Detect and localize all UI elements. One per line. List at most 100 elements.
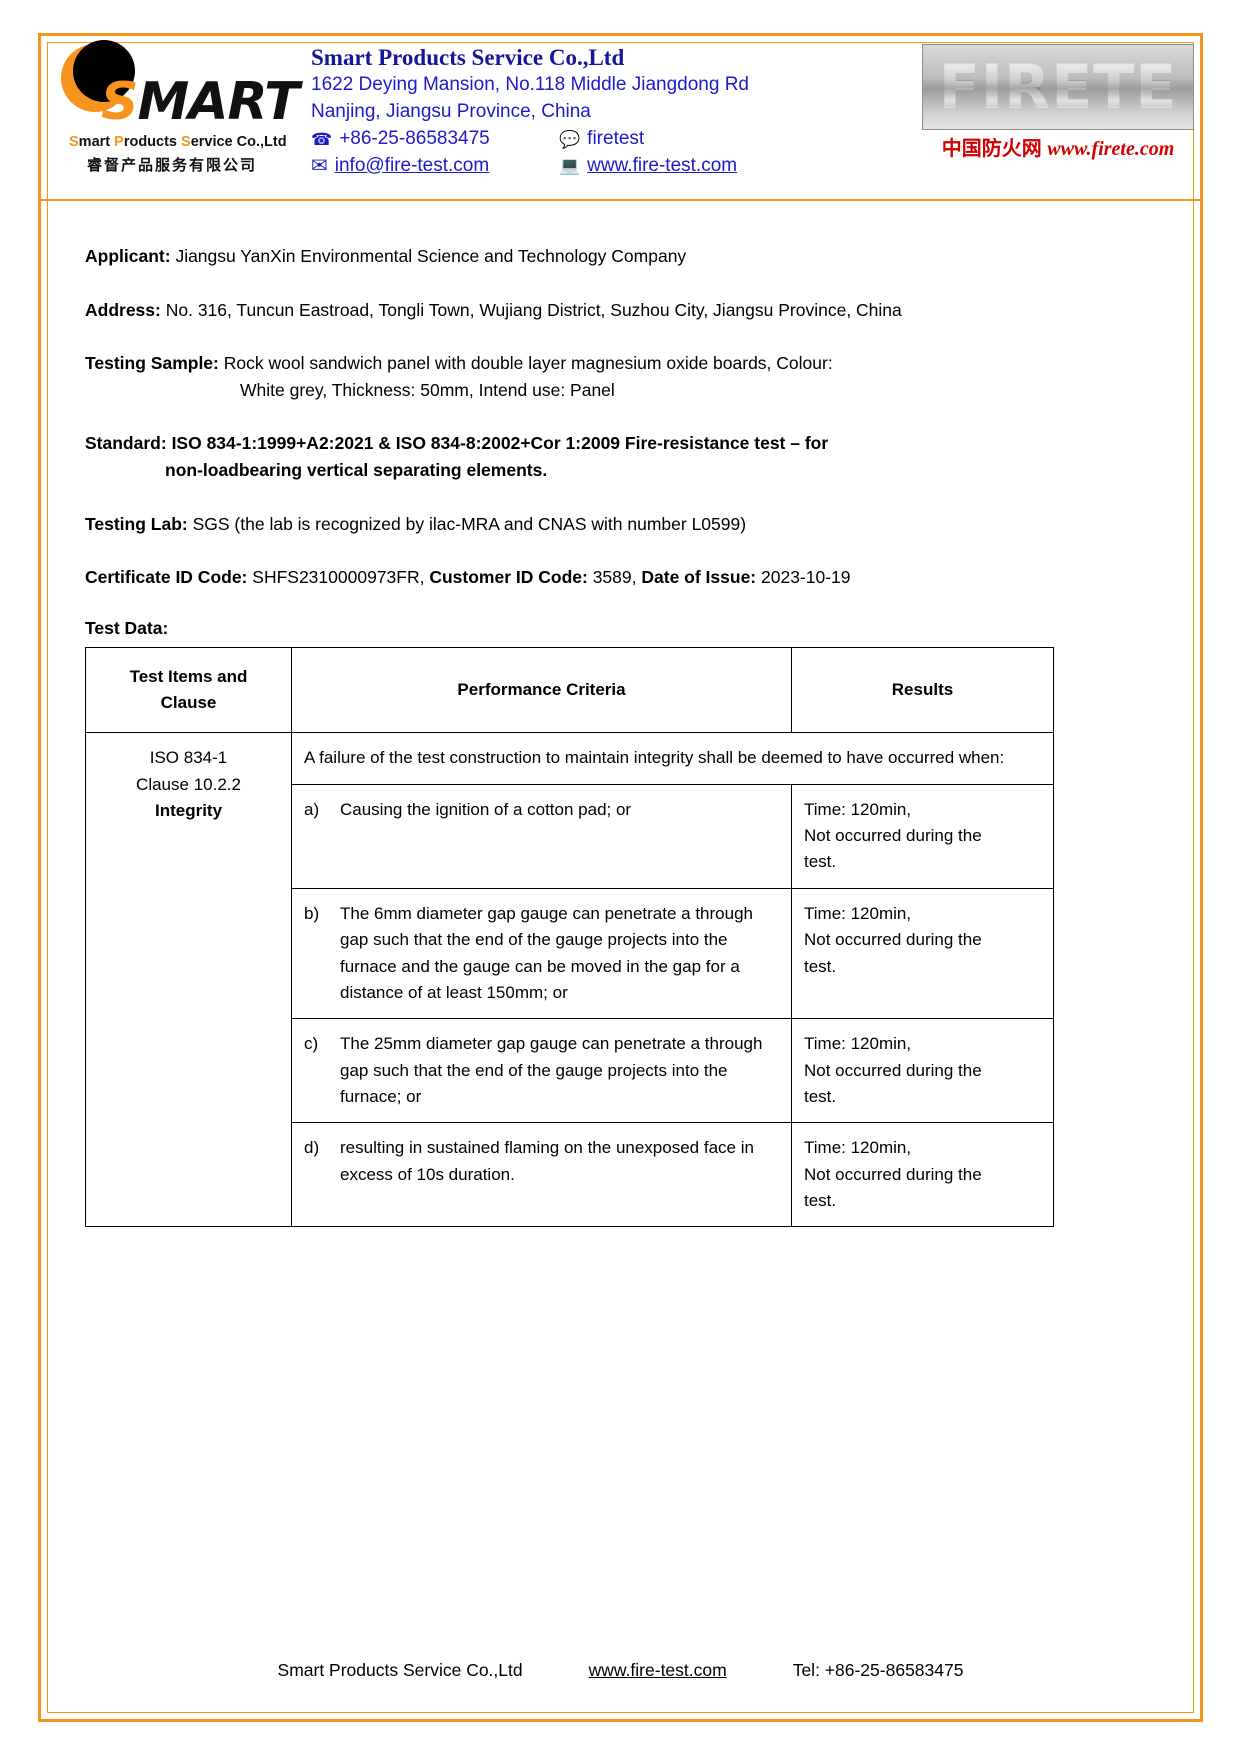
- result-b-status-line-2: test.: [804, 956, 837, 976]
- criteria-marker-d: d): [304, 1138, 320, 1158]
- computer-icon: 💻: [559, 156, 581, 176]
- result-cell-b: Time: 120min, Not occurred during the te…: [791, 887, 1054, 1020]
- standard-label: Standard:: [85, 433, 167, 454]
- criteria-text-c: The 25mm diameter gap gauge can penetrat…: [340, 1034, 763, 1106]
- sample-value-line-1: Rock wool sandwich panel with double lay…: [223, 353, 833, 374]
- date-of-issue-label: Date of Issue:: [641, 567, 757, 588]
- certificate-id-value: SHFS2310000973FR,: [252, 567, 425, 588]
- clause-cell: ISO 834-1 Clause 10.2.2 Integrity: [85, 732, 292, 1228]
- firete-plate: FIRETE: [922, 44, 1194, 130]
- certificate-id-label: Certificate ID Code:: [85, 567, 248, 588]
- clause-standard: ISO 834-1: [149, 748, 228, 768]
- criteria-marker-c: c): [304, 1034, 319, 1054]
- table-header-row: Test Items and Clause Performance Criter…: [85, 646, 1054, 734]
- firete-logo: FIRETE 中国防火网 www.firete.com: [922, 36, 1200, 161]
- result-d-time: Time: 120min,: [804, 1138, 912, 1158]
- firete-tagline: 中国防火网 www.firete.com: [922, 132, 1194, 161]
- contact-website: 💻 www.fire-test.com: [559, 153, 737, 180]
- address-value: No. 316, Tuncun Eastroad, Tongli Town, W…: [165, 299, 902, 320]
- criteria-cell-c: c) The 25mm diameter gap gauge can penet…: [291, 1018, 792, 1124]
- telephone-icon: ☎: [311, 129, 333, 149]
- column-header-performance-criteria: Performance Criteria: [291, 646, 792, 734]
- page-footer: Smart Products Service Co.,Ltd www.fire-…: [41, 1660, 1200, 1681]
- smart-logo: SMART Smart Products Service Co.,Ltd 睿督产…: [41, 36, 311, 174]
- envelope-icon: ✉: [311, 154, 328, 177]
- column-header-results: Results: [791, 646, 1054, 734]
- applicant-label: Applicant:: [85, 246, 171, 266]
- field-testing-sample: Testing Sample: Rock wool sandwich panel…: [85, 350, 1156, 403]
- chat-bubble-icon: 💬: [559, 129, 581, 149]
- clause-number: Clause 10.2.2: [136, 774, 241, 794]
- email-link[interactable]: info@fire-test.com: [334, 154, 490, 176]
- company-address-line-2: Nanjing, Jiangsu Province, China: [311, 100, 591, 122]
- smart-logo-subtitle-cn: 睿督产品服务有限公司: [87, 157, 258, 174]
- result-cell-c: Time: 120min, Not occurred during the te…: [791, 1018, 1054, 1124]
- sample-label: Testing Sample:: [85, 353, 219, 374]
- smart-logo-subtitle-en: Smart Products Service Co.,Ltd: [69, 134, 287, 150]
- field-address: Address: No. 316, Tuncun Eastroad, Tongl…: [85, 297, 1156, 324]
- result-cell-d: Time: 120min, Not occurred during the te…: [791, 1122, 1054, 1228]
- test-data-table: Test Items and Clause Performance Criter…: [85, 646, 1054, 1228]
- lab-value: SGS (the lab is recognized by ilac-MRA a…: [192, 513, 747, 534]
- test-data-heading: Test Data:: [85, 617, 169, 638]
- criteria-marker-b: b): [304, 903, 320, 923]
- footer-website-link[interactable]: www.fire-test.com: [588, 1660, 727, 1680]
- address-label: Address:: [85, 299, 161, 320]
- result-d-status-line-1: Not occurred during the: [804, 1164, 982, 1184]
- result-a-status-line-2: test.: [804, 852, 837, 872]
- im-value: firetest: [587, 127, 645, 149]
- phone-value: +86-25-86583475: [339, 127, 490, 149]
- table-row: d) resulting in sustained flaming on the…: [86, 1122, 1054, 1228]
- criteria-cell-d: d) resulting in sustained flaming on the…: [291, 1122, 792, 1228]
- table-row: a) Causing the ignition of a cotton pad;…: [86, 783, 1054, 889]
- website-link[interactable]: www.fire-test.com: [587, 154, 738, 176]
- field-applicant: Applicant: Jiangsu YanXin Environmental …: [85, 243, 1156, 270]
- page-border-inner: [47, 42, 1194, 1713]
- result-a-status-line-1: Not occurred during the: [804, 826, 982, 846]
- company-name: Smart Products Service Co.,Ltd: [311, 45, 625, 70]
- company-contact-block: Smart Products Service Co.,Ltd 1622 Deyi…: [311, 36, 918, 179]
- result-c-time: Time: 120min,: [804, 1034, 912, 1054]
- customer-id-value: 3589,: [592, 567, 637, 588]
- letterhead: SMART Smart Products Service Co.,Ltd 睿督产…: [41, 36, 1200, 201]
- table-row: b) The 6mm diameter gap gauge can penetr…: [86, 887, 1054, 1020]
- logo-dot-icon: [73, 40, 135, 102]
- result-b-status-line-1: Not occurred during the: [804, 930, 982, 950]
- criteria-text-b: The 6mm diameter gap gauge can penetrate…: [340, 903, 753, 1002]
- result-c-status-line-1: Not occurred during the: [804, 1060, 982, 1080]
- firete-wordmark: FIRETE: [938, 52, 1178, 122]
- footer-company: Smart Products Service Co.,Ltd: [277, 1660, 523, 1680]
- page-border-outer: SMART Smart Products Service Co.,Ltd 睿督产…: [38, 33, 1203, 1722]
- clause-property: Integrity: [154, 801, 223, 821]
- sample-value-line-2: White grey, Thickness: 50mm, Intend use:…: [240, 379, 615, 400]
- customer-id-label: Customer ID Code:: [429, 567, 588, 588]
- date-of-issue-value: 2023-10-19: [761, 567, 851, 588]
- criteria-marker-a: a): [304, 799, 320, 819]
- column-header-test-items: Test Items and Clause: [85, 646, 292, 734]
- column-header-test-items-line-1: Test Items and: [129, 666, 248, 686]
- criteria-text-a: Causing the ignition of a cotton pad; or: [340, 799, 632, 819]
- contact-im: 💬 firetest: [559, 126, 644, 153]
- standard-value-line-2: non-loadbearing vertical separating elem…: [165, 459, 548, 480]
- result-c-status-line-2: test.: [804, 1086, 837, 1106]
- lab-label: Testing Lab:: [85, 513, 188, 534]
- result-d-status-line-2: test.: [804, 1190, 837, 1210]
- footer-tel: Tel: +86-25-86583475: [792, 1660, 964, 1680]
- contact-row-phone-im: ☎ +86-25-86583475 💬 firetest: [311, 126, 918, 153]
- field-testing-lab: Testing Lab: SGS (the lab is recognized …: [85, 511, 1156, 538]
- result-b-time: Time: 120min,: [804, 903, 912, 923]
- contact-phone: ☎ +86-25-86583475: [311, 126, 559, 153]
- field-certificate-ids: Certificate ID Code: SHFS2310000973FR, C…: [85, 564, 1156, 591]
- firete-tagline-url: www.firete.com: [1047, 138, 1175, 160]
- criteria-text-d: resulting in sustained flaming on the un…: [340, 1138, 754, 1184]
- company-address-line-1: 1622 Deying Mansion, No.118 Middle Jiang…: [311, 73, 749, 95]
- certificate-body: Applicant: Jiangsu YanXin Environmental …: [41, 201, 1200, 1228]
- contact-row-email-web: ✉ info@fire-test.com 💻 www.fire-test.com: [311, 153, 918, 180]
- smart-wordmark: SMART: [101, 72, 300, 132]
- table-row: c) The 25mm diameter gap gauge can penet…: [86, 1018, 1054, 1124]
- field-standard: Standard: ISO 834-1:1999+A2:2021 & ISO 8…: [85, 430, 1156, 483]
- contact-email: ✉ info@fire-test.com: [311, 153, 559, 180]
- result-a-time: Time: 120min,: [804, 799, 912, 819]
- criteria-cell-b: b) The 6mm diameter gap gauge can penetr…: [291, 887, 792, 1020]
- criteria-intro: A failure of the test construction to ma…: [291, 732, 1054, 785]
